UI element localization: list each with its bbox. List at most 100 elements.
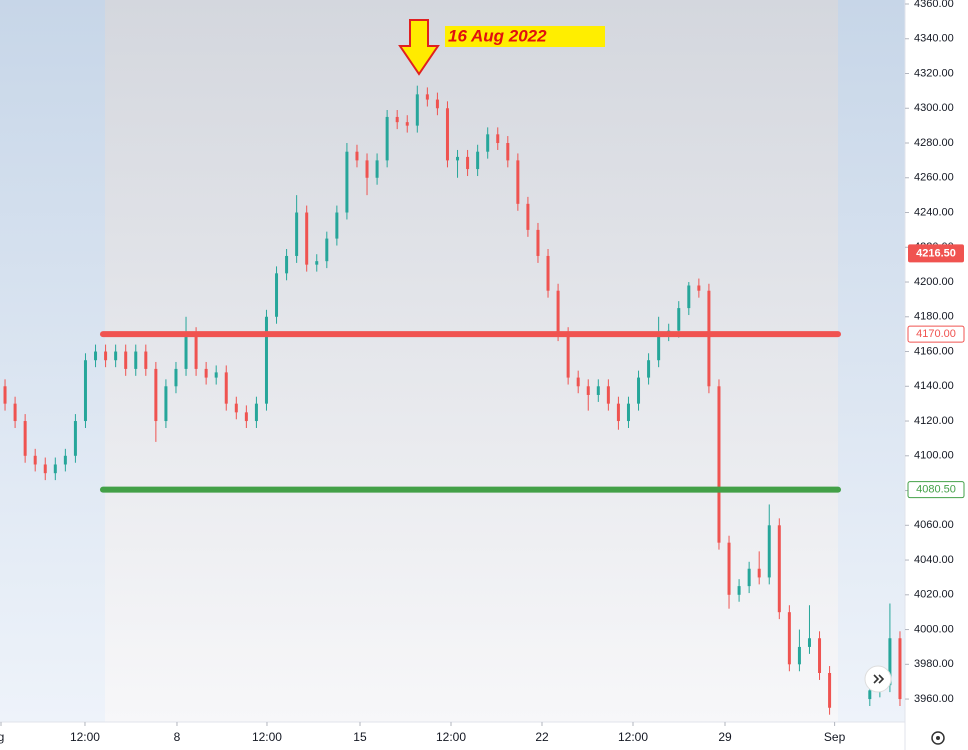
candle-body	[53, 464, 57, 474]
x-tick-label: 12:00	[436, 730, 466, 744]
candle-body	[355, 151, 359, 161]
y-tick-label: 4320.00	[914, 67, 954, 79]
x-tick-label: 22	[535, 730, 549, 744]
candle-body	[566, 334, 570, 378]
y-tick-label: 3980.00	[914, 658, 954, 670]
candle-body	[63, 455, 67, 465]
candle-body	[345, 151, 349, 213]
arrow	[398, 19, 440, 76]
candle-body	[395, 116, 399, 123]
candle-body	[13, 403, 17, 422]
candle-body	[335, 212, 339, 239]
x-tick-label: g	[0, 730, 4, 744]
y-tick-label: 3960.00	[914, 693, 954, 705]
scroll-button[interactable]	[864, 665, 892, 693]
candle-body	[435, 99, 439, 109]
candle-body	[596, 386, 600, 395]
candle-body	[737, 586, 741, 595]
y-tick-label: 4040.00	[914, 554, 954, 566]
candle-body	[757, 568, 761, 578]
candle-body	[385, 116, 389, 161]
candle-body	[234, 403, 238, 413]
candle-body	[717, 386, 721, 543]
candle-body	[606, 386, 610, 404]
candle-body	[254, 403, 258, 422]
candle-body	[184, 334, 188, 369]
candle-body	[425, 94, 429, 100]
candle-body	[405, 122, 409, 126]
candle-body	[295, 212, 299, 256]
candle-body	[546, 255, 550, 291]
x-tick-label: 12:00	[70, 730, 100, 744]
candle-body	[697, 285, 701, 291]
candle-body	[315, 261, 319, 265]
candle-body	[787, 612, 791, 665]
y-tick-label: 4300.00	[914, 102, 954, 114]
candle-body	[154, 368, 158, 422]
candle-body	[275, 273, 279, 317]
candle-body	[43, 464, 47, 474]
candle-body	[516, 160, 520, 204]
x-tick-label: 15	[353, 730, 367, 744]
plot	[3, 85, 902, 715]
candle-body	[868, 690, 872, 700]
level-label: 4170.00	[916, 328, 956, 340]
candle-body	[727, 542, 731, 595]
level-label: 4080.50	[916, 484, 956, 496]
y-tick-label: 4180.00	[914, 311, 954, 323]
candle-body	[626, 403, 630, 422]
session-bg	[838, 0, 905, 722]
time-axis	[0, 722, 905, 750]
y-tick-label: 4360.00	[914, 0, 954, 10]
candle-body	[174, 368, 178, 387]
candle-body	[828, 672, 832, 708]
candle-body	[456, 156, 460, 161]
candle-body	[576, 377, 580, 387]
candle-body	[818, 638, 822, 673]
candle-body	[264, 316, 268, 404]
candle-body	[325, 238, 329, 262]
candle-body	[707, 290, 711, 387]
candle-body	[415, 94, 419, 126]
y-tick-label: 4200.00	[914, 276, 954, 288]
candle-body	[33, 455, 37, 465]
candle-body	[244, 412, 248, 422]
candle-body	[526, 203, 530, 230]
last-price-label: 4216.50	[916, 247, 956, 259]
candle-body	[777, 525, 781, 613]
y-tick-label: 4140.00	[914, 380, 954, 392]
candle-body	[144, 351, 148, 369]
y-tick-label: 4280.00	[914, 137, 954, 149]
candle-body	[616, 403, 620, 422]
candle-body	[496, 134, 500, 144]
candle-body	[305, 212, 309, 265]
candle-body	[888, 638, 892, 686]
y-tick-label: 4060.00	[914, 519, 954, 531]
candle-body	[365, 160, 369, 178]
candle-body	[94, 351, 98, 361]
candle-body	[445, 108, 449, 161]
candle-body	[124, 351, 128, 369]
level-tag	[907, 481, 965, 499]
candle-body	[637, 377, 641, 404]
x-tick-label: 29	[718, 730, 732, 744]
price-axis	[905, 0, 968, 750]
candle-body	[214, 372, 218, 378]
y-tick-label: 4240.00	[914, 206, 954, 218]
y-tick-label: 4100.00	[914, 450, 954, 462]
candle-body	[375, 160, 379, 178]
candle-body	[164, 386, 168, 422]
x-tick-label: Sep	[824, 730, 846, 744]
candle-body	[807, 638, 811, 647]
candle-body	[285, 255, 289, 274]
settings-icon[interactable]	[931, 731, 945, 745]
candle-body	[767, 525, 771, 578]
candle-body	[506, 143, 510, 161]
candle-body	[486, 134, 490, 152]
candle-body	[536, 229, 540, 256]
candle-body	[898, 638, 902, 700]
x-tick-label: 12:00	[618, 730, 648, 744]
candle-body	[677, 308, 681, 331]
